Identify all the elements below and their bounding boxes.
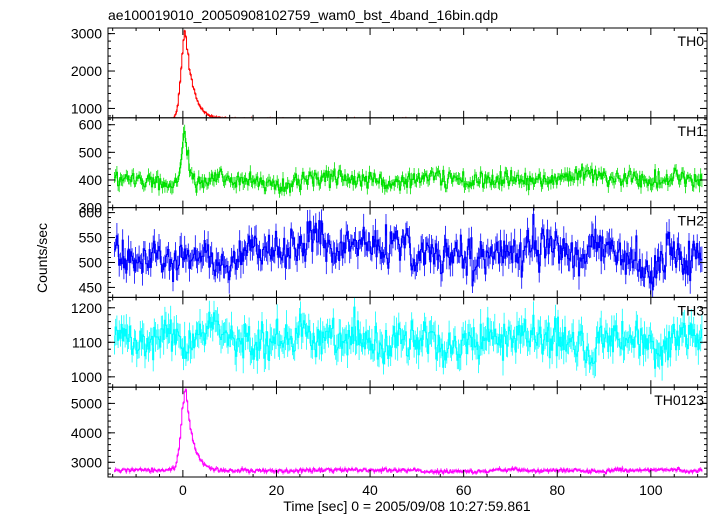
y-tick-label: 550 xyxy=(79,230,103,246)
series-th0123 xyxy=(114,389,703,474)
panel-label-th1: TH1 xyxy=(678,123,705,139)
series-th3 xyxy=(114,306,703,369)
y-tick-label: 1000 xyxy=(71,369,102,385)
y-tick-label: 5000 xyxy=(71,395,102,411)
panel-th1: 300 400 500 600 TH1 xyxy=(79,117,708,216)
y-axis-label: Counts/sec xyxy=(34,223,50,293)
x-tick-label: 20 xyxy=(269,482,285,498)
x-tick-label: 100 xyxy=(639,482,663,498)
y-tick-label: 450 xyxy=(79,279,103,295)
series-th2 xyxy=(114,213,703,291)
chart-title: ae100019010_20050908102759_wam0_bst_4ban… xyxy=(108,7,498,23)
panel-th0123: 3000 4000 5000 TH0123 xyxy=(71,386,708,478)
panel-th2: 450 500 550 600 TH2 xyxy=(79,205,708,298)
y-tick-label: 400 xyxy=(79,172,103,188)
x-tick-label: 40 xyxy=(362,482,378,498)
panel-frame xyxy=(107,117,708,209)
y-tick-label: 2000 xyxy=(71,63,102,79)
panel-label-th2: TH2 xyxy=(678,213,705,229)
y-tick-label: 4000 xyxy=(71,425,102,441)
x-tick-label: 0 xyxy=(179,482,187,498)
y-tick-label: 1000 xyxy=(71,100,102,116)
y-tick-label: 3000 xyxy=(71,26,102,42)
y-tick-label: 600 xyxy=(79,205,103,221)
x-tick-label: 60 xyxy=(456,482,472,498)
y-tick-label: 500 xyxy=(79,144,103,160)
panel-frame xyxy=(107,386,708,478)
panel-label-th0: TH0 xyxy=(678,33,705,49)
panel-label-th0123: TH0123 xyxy=(654,392,704,408)
panel-th3: 1000 1100 1200 TH3 xyxy=(71,296,708,388)
y-tick-label: 1100 xyxy=(72,334,102,350)
y-tick-label: 300 xyxy=(79,200,103,216)
panel-th0: 1000 2000 3000 TH0 xyxy=(71,26,708,119)
y-tick-label: 1200 xyxy=(71,300,102,316)
x-tick-label: 80 xyxy=(549,482,565,498)
x-axis-label: Time [sec] 0 = 2005/09/08 10:27:59.861 xyxy=(283,498,531,514)
y-tick-label: 600 xyxy=(79,117,103,133)
y-tick-label: 3000 xyxy=(71,454,102,470)
panel-label-th3: TH3 xyxy=(678,302,705,318)
y-tick-label: 500 xyxy=(79,254,103,270)
series-th1 xyxy=(114,130,703,194)
series-th0 xyxy=(173,30,237,118)
